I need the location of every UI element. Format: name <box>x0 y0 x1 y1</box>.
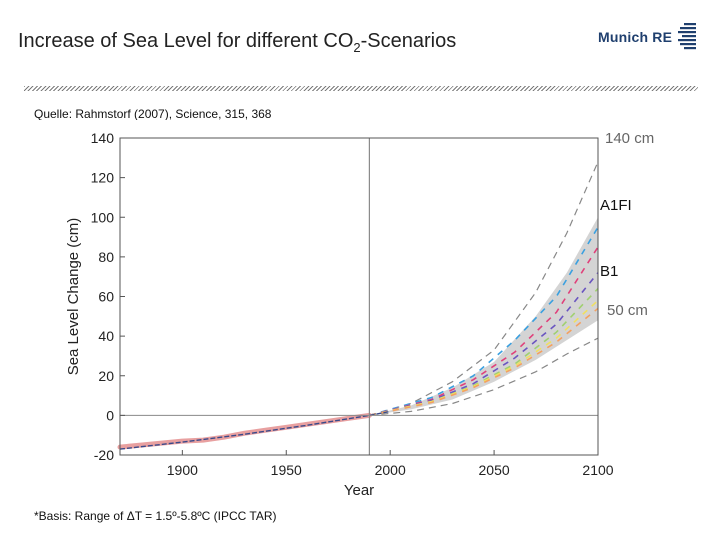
y-tick-label-80: 80 <box>98 249 114 265</box>
x-tick-label-2050: 2050 <box>479 462 510 478</box>
sea-level-chart: 1900 1950 2000 2050 2100 -20 0 20 40 60 80 100 120 14… <box>65 130 614 499</box>
y-tick-label-40: 40 <box>98 328 114 344</box>
annotation-upper: 140 cm <box>605 130 655 147</box>
munich-re-logo: Munich RE <box>598 20 698 54</box>
scenario-line-6 <box>369 307 599 417</box>
annotation-a1fi: A1FI <box>600 197 632 214</box>
y-axis-label: Sea Level Change (cm) <box>65 218 82 376</box>
scenario-line-3 <box>369 272 599 417</box>
source-citation: Quelle: Rahmstorf (2007), Science, 315, … <box>34 107 272 121</box>
header-divider <box>24 86 698 91</box>
munich-re-emblem-icon <box>678 23 697 50</box>
y-tick-label--20: -20 <box>94 447 114 463</box>
annotation-lower: 50 cm <box>607 302 648 319</box>
model-fit-line <box>119 410 391 450</box>
title-subscript: 2 <box>353 40 361 55</box>
scenario-line-2 <box>369 246 599 417</box>
chart-area: 1900 1950 2000 2050 2100 -20 0 20 40 60 80 100 120 14… <box>8 120 648 520</box>
range-band <box>369 217 598 416</box>
x-tick-label-2000: 2000 <box>375 462 406 478</box>
logo-text: Munich RE <box>598 29 673 45</box>
x-tick-label-1950: 1950 <box>271 462 302 478</box>
y-tick-label-140: 140 <box>91 130 115 146</box>
title-suffix: -Scenarios <box>360 30 457 52</box>
footnote: *Basis: Range of ΔT = 1.5º-5.8ºC (IPCC T… <box>34 509 277 523</box>
annotation-b1: B1 <box>600 263 619 280</box>
y-tick-label-60: 60 <box>98 289 114 305</box>
x-axis-label: Year <box>344 482 374 499</box>
scenario-line-1 <box>369 226 599 417</box>
observed-series <box>117 412 372 450</box>
y-tick-label-20: 20 <box>98 368 114 384</box>
y-tick-label-0: 0 <box>106 407 114 423</box>
upper-bound-line <box>369 161 599 416</box>
y-tick-label-120: 120 <box>91 170 115 186</box>
y-tick-label-100: 100 <box>91 209 115 225</box>
x-tick-label-1900: 1900 <box>167 462 198 478</box>
lower-bound-line <box>369 337 599 416</box>
plot-frame <box>119 137 599 456</box>
scenario-line-5 <box>369 299 599 417</box>
slide-title: Increase of Sea Level for different CO2-… <box>18 30 456 55</box>
x-tick-label-2100: 2100 <box>582 462 613 478</box>
title-prefix: Increase of Sea Level for different CO <box>18 30 354 52</box>
